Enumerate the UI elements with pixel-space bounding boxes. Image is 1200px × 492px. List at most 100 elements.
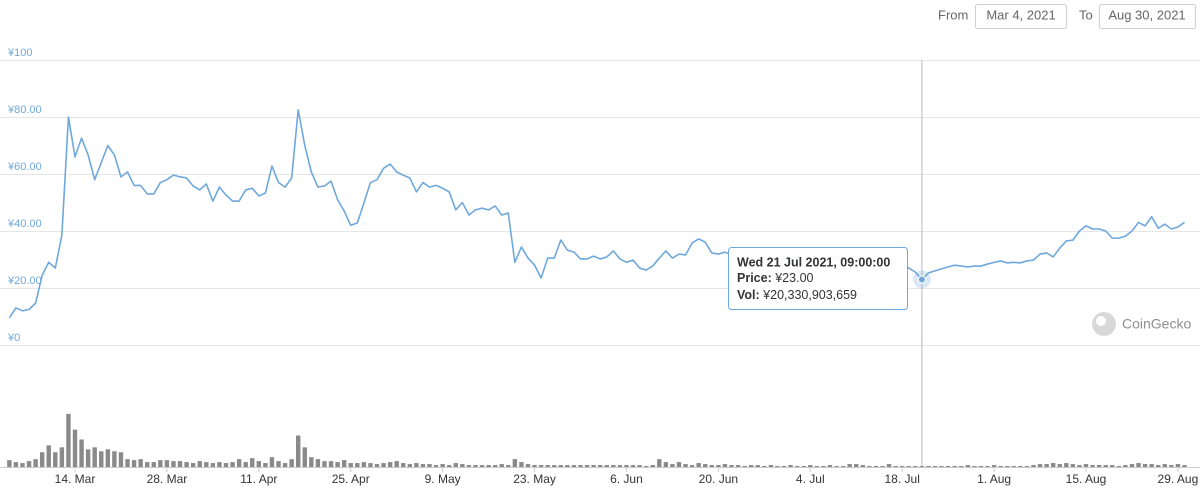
- volume-bar: [545, 465, 550, 467]
- volume-bar: [650, 465, 655, 467]
- watermark: CoinGecko: [1092, 312, 1191, 336]
- volume-bar: [643, 466, 649, 467]
- tooltip-date: Wed 21 Jul 2021, 09:00:00: [737, 255, 890, 269]
- from-input[interactable]: [975, 4, 1067, 29]
- volume-bar: [466, 465, 472, 467]
- volume-bar: [184, 462, 189, 467]
- x-tick-label: 28. Mar: [147, 472, 188, 486]
- volume-bar: [919, 466, 925, 467]
- x-tick-label: 15. Aug: [1066, 472, 1107, 486]
- volume-bar: [66, 413, 71, 467]
- volume-bar: [401, 463, 406, 467]
- volume-bar: [355, 463, 360, 467]
- volume-bar: [492, 465, 498, 467]
- volume-bar: [59, 447, 65, 467]
- volume-bar: [269, 457, 275, 467]
- volume-bar: [959, 466, 964, 467]
- volume-bar: [1136, 463, 1141, 467]
- volume-bar: [276, 461, 281, 467]
- volume-bar: [217, 462, 222, 467]
- volume-bar: [1096, 465, 1102, 467]
- volume-bar: [1156, 465, 1161, 467]
- volume-bar: [709, 465, 715, 467]
- volume-bar: [190, 463, 196, 467]
- volume-bar: [834, 466, 839, 467]
- volume-bar: [361, 462, 367, 467]
- volume-bar: [282, 463, 288, 467]
- grid: ¥0 ¥20.00 ¥40.00 ¥60.00 ¥80.00 ¥100: [0, 47, 1200, 346]
- volume-bar: [158, 460, 163, 467]
- volume-bar: [145, 462, 150, 467]
- volume-bar: [79, 439, 84, 467]
- volume-bar: [630, 465, 636, 467]
- volume-bar: [20, 463, 25, 467]
- volume-bar: [1149, 464, 1154, 467]
- volume-bar: [164, 460, 170, 467]
- volume-bar: [309, 457, 314, 467]
- volume-bar: [1103, 465, 1108, 467]
- volume-bar: [998, 466, 1003, 467]
- volume-bar: [1169, 465, 1174, 467]
- volume-bar: [729, 465, 734, 467]
- x-tick-label: 29. Aug: [1158, 472, 1199, 486]
- volume-bar: [1077, 465, 1082, 467]
- watermark-logo-eye: [1096, 316, 1106, 326]
- volume-bar: [794, 466, 800, 467]
- volume-bar: [177, 461, 183, 467]
- volume-bar: [952, 466, 957, 467]
- volume-bar: [151, 462, 156, 467]
- volume-bar: [1116, 466, 1122, 467]
- volume-bar: [1064, 463, 1069, 467]
- volume-bar: [945, 466, 951, 467]
- volume-bar: [696, 463, 701, 467]
- volume-bar: [335, 462, 340, 467]
- volume-bar: [7, 460, 12, 467]
- volume-bar: [591, 465, 596, 467]
- x-tick-label: 11. Apr: [240, 472, 277, 486]
- volume-bar: [565, 465, 570, 467]
- volume-bar: [394, 461, 399, 467]
- to-date[interactable]: Aug 30, 2021: [1108, 7, 1185, 22]
- volume-bar: [433, 465, 439, 467]
- volume-bar: [1123, 465, 1128, 467]
- x-tick-label: 14. Mar: [55, 472, 96, 486]
- volume-bar: [860, 465, 865, 467]
- volume-bar: [1070, 464, 1076, 467]
- volume-bar: [801, 466, 806, 467]
- from-date[interactable]: Mar 4, 2021: [986, 7, 1055, 22]
- volume-bar: [827, 465, 833, 467]
- tooltip-box: [728, 247, 908, 310]
- x-tick-label: 18. Jul: [885, 472, 920, 486]
- volume-bar: [939, 466, 944, 467]
- volume-bar: [978, 466, 984, 467]
- volume-bar: [1005, 466, 1010, 467]
- volume-bar: [867, 466, 872, 467]
- volume-bar: [1182, 465, 1187, 467]
- volume-bar: [447, 465, 452, 467]
- y-tick-label: ¥80.00: [7, 104, 42, 116]
- volume-bar: [1162, 464, 1167, 467]
- volume-bar: [92, 447, 97, 467]
- volume-bar: [1044, 464, 1049, 467]
- volume-bar: [1050, 463, 1056, 467]
- volume-bar: [1142, 464, 1148, 467]
- volume-bar: [348, 463, 353, 467]
- y-tick-label: ¥0: [7, 332, 20, 344]
- hover-point: [917, 275, 926, 284]
- volume-bar: [512, 459, 518, 467]
- volume-bar: [604, 465, 609, 467]
- volume-bar: [722, 464, 728, 467]
- volume-bar: [118, 452, 124, 467]
- volume-bar: [230, 462, 235, 467]
- volume-bar: [742, 466, 747, 467]
- tooltip-price-label: Price:: [737, 271, 772, 285]
- volume-bar: [814, 466, 820, 467]
- to-input[interactable]: [1099, 4, 1196, 29]
- volume-bar: [479, 465, 485, 467]
- volume-bar: [703, 464, 708, 467]
- volume-bar: [53, 452, 58, 467]
- volume-bar: [525, 464, 531, 467]
- y-tick-label: ¥60.00: [7, 161, 42, 173]
